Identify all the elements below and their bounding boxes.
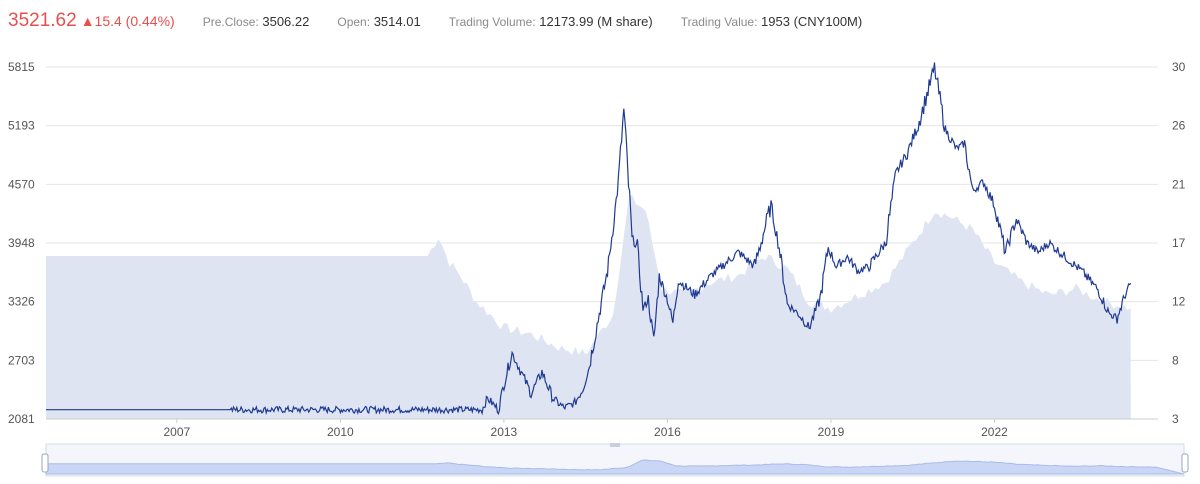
x-tick-label: 2022 [981,425,1008,439]
x-axis: 2007 2010 2013 2016 2019 2022 [46,418,1158,439]
y-right-tick-label: 26 [1172,119,1186,133]
price-change: ▲15.4 (0.44%) [80,13,175,29]
y-left-tick-label: 4570 [8,177,35,191]
zoom-slider[interactable] [41,443,1189,477]
line-series [46,62,1132,416]
y-right-tick-label: 12 [1172,295,1186,309]
stat-value: 12173.99 (M share) [539,14,653,29]
y-right-tick-label: 30 [1172,60,1186,74]
y-left-tick-label: 3326 [8,295,35,309]
x-tick-label: 2010 [327,425,354,439]
slider-mini-chart [45,459,1185,475]
slider-handle-left[interactable] [41,453,49,473]
quote-header: 3521.62 ▲15.4 (0.44%) Pre.Close: 3506.22… [8,10,862,32]
slider-top-grip[interactable] [610,443,620,447]
current-price: 3521.62 [8,10,77,31]
y-left-tick-label: 3948 [8,236,35,250]
stat-open: Open: 3514.01 [337,14,420,29]
slider-handle-right[interactable] [1181,453,1189,473]
x-tick-label: 2016 [654,425,681,439]
line-series-path [46,62,1132,416]
stat-label: Pre.Close: [202,15,259,29]
y-axis-right: 3 8 12 17 21 26 30 [1172,60,1186,426]
y-right-tick-label: 3 [1172,412,1179,426]
stat-label: Open: [337,15,371,29]
y-right-tick-label: 8 [1172,353,1179,367]
y-left-tick-label: 2703 [8,353,35,367]
y-left-tick-label: 5193 [8,119,35,133]
x-tick-label: 2007 [163,425,190,439]
area-series [46,195,1131,419]
y-right-tick-label: 21 [1172,177,1186,191]
y-left-tick-label: 5815 [8,60,35,74]
y-axis-left: 2081 2703 3326 3948 4570 5193 5815 [8,60,35,426]
y-left-tick-label: 2081 [8,412,35,426]
stat-label: Trading Volume: [448,15,536,29]
x-tick-label: 2013 [491,425,518,439]
stat-value: 3506.22 [262,14,310,29]
y-right-tick-label: 17 [1172,236,1186,250]
stat-trading-volume: Trading Volume: 12173.99 (M share) [449,14,653,29]
stat-trading-value: Trading Value: 1953 (CNY100M) [681,14,863,29]
x-tick-label: 2019 [818,425,845,439]
stat-value: 3514.01 [373,14,421,29]
stat-label: Trading Value: [680,15,758,29]
stat-pre-close: Pre.Close: 3506.22 [203,14,310,29]
area-series-path [46,195,1131,419]
stat-value: 1953 (CNY100M) [761,14,863,29]
